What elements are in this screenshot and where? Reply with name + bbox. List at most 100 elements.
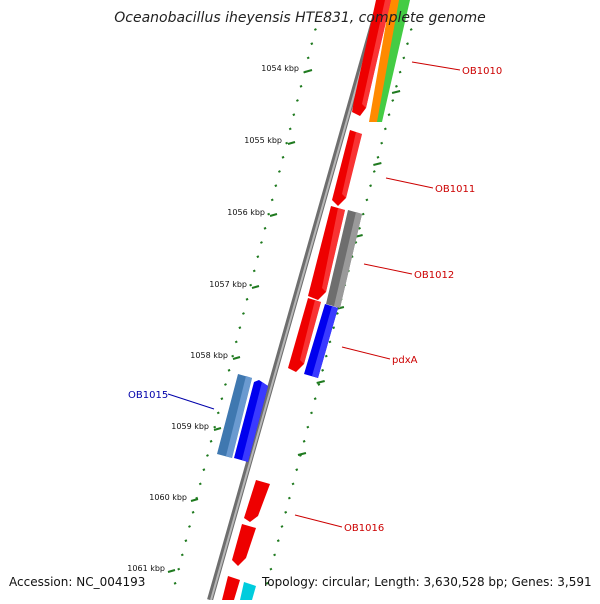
minor-tick: [277, 170, 281, 173]
minor-tick: [302, 439, 306, 443]
minor-ticks-right: [265, 28, 413, 585]
minor-tick: [328, 340, 332, 344]
minor-tick: [391, 99, 395, 102]
minor-tick: [295, 468, 299, 472]
gene-label-pdxa[interactable]: pdxA: [392, 355, 418, 366]
minor-tick: [202, 468, 206, 472]
kbp-label: 1061 kbp: [127, 564, 165, 573]
feature-band-red-shade: [322, 208, 345, 292]
minor-tick: [284, 510, 288, 514]
feature-band-grey-shade: [334, 212, 362, 308]
minor-tick: [234, 340, 238, 344]
kbp-label: 1056 kbp: [227, 208, 265, 217]
minor-tick: [402, 56, 406, 60]
minor-tick: [273, 553, 277, 557]
kbp-label: 1059 kbp: [171, 422, 209, 431]
minor-tick: [224, 383, 227, 386]
minor-tick: [292, 113, 296, 117]
leader-ob1012: [363, 263, 413, 275]
minor-tick: [361, 212, 365, 216]
minor-tick: [376, 155, 380, 159]
feature-ob1012[interactable]: [308, 206, 362, 308]
minor-tick: [213, 425, 217, 429]
feature-band-blue-shade: [242, 382, 268, 462]
gene-label-ob1010[interactable]: OB1010: [462, 66, 502, 77]
map-title: Oceanobacillus iheyensis HTE831, complet…: [114, 10, 486, 26]
kbp-tick-marks: [167, 69, 313, 573]
minor-tick: [256, 255, 260, 259]
feature-ob1015[interactable]: [217, 374, 268, 462]
minor-tick: [180, 553, 184, 557]
major-tick-right: [373, 162, 382, 166]
minor-tick: [310, 411, 313, 415]
feature-band-red-shade: [342, 132, 362, 198]
gene-label-ob1011[interactable]: OB1011: [435, 184, 475, 195]
leader-ob1016: [294, 514, 343, 528]
kbp-tick: [269, 213, 278, 217]
topology-summary: Topology: circular; Length: 3,630,528 bp…: [262, 575, 592, 589]
leader-ob1011: [385, 177, 434, 189]
minor-tick: [206, 454, 209, 457]
kbp-tick: [232, 356, 241, 360]
minor-tick: [317, 383, 321, 386]
minor-tick: [287, 496, 291, 500]
feature-band-cyan: [240, 582, 256, 600]
kbp-label: 1058 kbp: [190, 351, 228, 360]
feature-ob1011[interactable]: [332, 130, 362, 206]
minor-tick: [216, 411, 220, 415]
minor-tick: [324, 354, 328, 358]
gene-label-ob1016[interactable]: OB1016: [344, 523, 384, 534]
feature-pdxa[interactable]: [288, 298, 338, 378]
kbp-label: 1054 kbp: [261, 64, 299, 73]
minor-tick: [231, 354, 235, 358]
minor-ticks-left: [173, 28, 317, 585]
feature-band-blue-shade: [312, 306, 338, 378]
minor-tick: [188, 525, 191, 528]
feature-band-steelblue-shade: [226, 376, 252, 458]
minor-tick: [265, 581, 269, 585]
minor-tick: [394, 84, 398, 88]
kbp-label: 1055 kbp: [244, 136, 282, 145]
minor-tick: [409, 28, 413, 31]
minor-tick: [276, 539, 280, 543]
minor-tick: [267, 212, 271, 216]
minor-tick: [310, 42, 314, 46]
minor-tick: [220, 397, 224, 401]
kbp-label: 1057 kbp: [209, 280, 247, 289]
minor-tick: [263, 226, 267, 230]
kbp-tick: [251, 285, 260, 289]
minor-tick: [249, 283, 253, 287]
kbp-label: 1060 kbp: [149, 493, 187, 502]
minor-tick: [195, 496, 199, 500]
minor-tick: [335, 312, 339, 315]
minor-tick: [406, 42, 409, 46]
minor-tick: [306, 56, 310, 60]
minor-tick: [306, 425, 310, 429]
feature-band-red-shade: [300, 300, 321, 364]
minor-tick: [369, 184, 373, 188]
feature-ob1016[interactable]: [222, 480, 270, 600]
feature-ob1010[interactable]: [352, 0, 410, 122]
minor-tick: [313, 397, 317, 401]
leader-pdxa: [341, 346, 391, 360]
minor-tick: [245, 297, 249, 301]
leader-ob1010: [411, 61, 461, 71]
accession-text: Accession: NC_004193: [9, 575, 146, 589]
minor-tick: [270, 198, 274, 202]
minor-tick: [177, 567, 181, 571]
minor-tick: [269, 567, 273, 571]
gene-label-ob1015[interactable]: OB1015: [128, 390, 168, 401]
minor-tick: [313, 28, 317, 31]
gene-label-ob1012[interactable]: OB1012: [414, 270, 454, 281]
minor-tick: [383, 127, 387, 131]
minor-tick: [281, 155, 285, 159]
feature-band-red: [222, 576, 240, 600]
minor-tick: [184, 539, 188, 543]
minor-tick: [398, 70, 402, 74]
minor-tick: [358, 226, 361, 230]
minor-tick: [295, 99, 299, 102]
minor-tick: [387, 113, 391, 117]
minor-tick: [227, 368, 231, 372]
